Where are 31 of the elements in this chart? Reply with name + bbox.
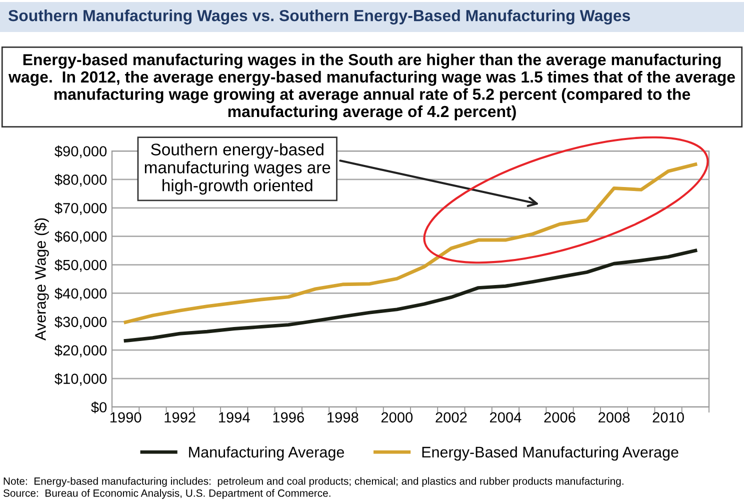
x-tick-label: 1994 bbox=[219, 412, 250, 423]
x-tick-label: 1990 bbox=[110, 412, 142, 423]
y-tick-label: $40,000 bbox=[54, 288, 107, 300]
y-tick-label: $60,000 bbox=[54, 230, 107, 244]
x-tick-label: 2002 bbox=[436, 412, 467, 423]
line-series bbox=[124, 248, 698, 342]
source-note: Source: Bureau of Economic Analysis, U.S. Department of Commerce. bbox=[3, 489, 330, 499]
text: Note: Energy-based manufacturing includes: petroleum and coal products; chemical; and plastics and rubber products manufacturing. bbox=[4, 477, 624, 487]
x-tick-label: 1992 bbox=[164, 412, 196, 423]
y-tick-label: $70,000 bbox=[54, 202, 107, 216]
legend-label: Energy-Based Manufacturing Average bbox=[422, 446, 678, 461]
x-tick-label: 2000 bbox=[381, 412, 413, 423]
chart-title: Southern Manufacturing Wages vs. Southern Energy-Based Manufacturing Wages bbox=[8, 10, 630, 24]
chart-subtitle: Energy-based manufacturing wages in the South are higher than the average manufacturing wage. In 2012, the average energy-based manufacturing wage was 1.5 times that of the average manufacturing wage growing at average annual rate of 5.2 percent (compared to the manufacturing average of 4.2 percent) bbox=[8, 54, 735, 120]
y-tick-label: $10,000 bbox=[54, 373, 107, 386]
y-tick-label: $30,000 bbox=[54, 316, 107, 329]
y-tick-label: $20,000 bbox=[54, 344, 107, 358]
x-tick-label: 2008 bbox=[598, 412, 630, 423]
y-tick-label: $0 bbox=[91, 401, 107, 414]
x-tick-label: 2006 bbox=[544, 412, 576, 423]
x-tick-label: 2004 bbox=[490, 412, 522, 423]
x-tick-label: 1996 bbox=[273, 412, 304, 423]
y-tick-label: $50,000 bbox=[54, 259, 107, 272]
x-tick-label: 1998 bbox=[328, 412, 358, 423]
line-series bbox=[124, 162, 698, 324]
x-tick-label: 2010 bbox=[652, 412, 684, 423]
annotation: Southern energy-based manufacturing wages are high-growth oriented bbox=[144, 143, 330, 195]
y-tick-label: $80,000 bbox=[54, 174, 107, 187]
legend-label: Manufacturing Average bbox=[189, 446, 344, 461]
y-axis-title: Average Wage ($) bbox=[34, 218, 49, 341]
y-tick-label: $90,000 bbox=[54, 145, 107, 158]
